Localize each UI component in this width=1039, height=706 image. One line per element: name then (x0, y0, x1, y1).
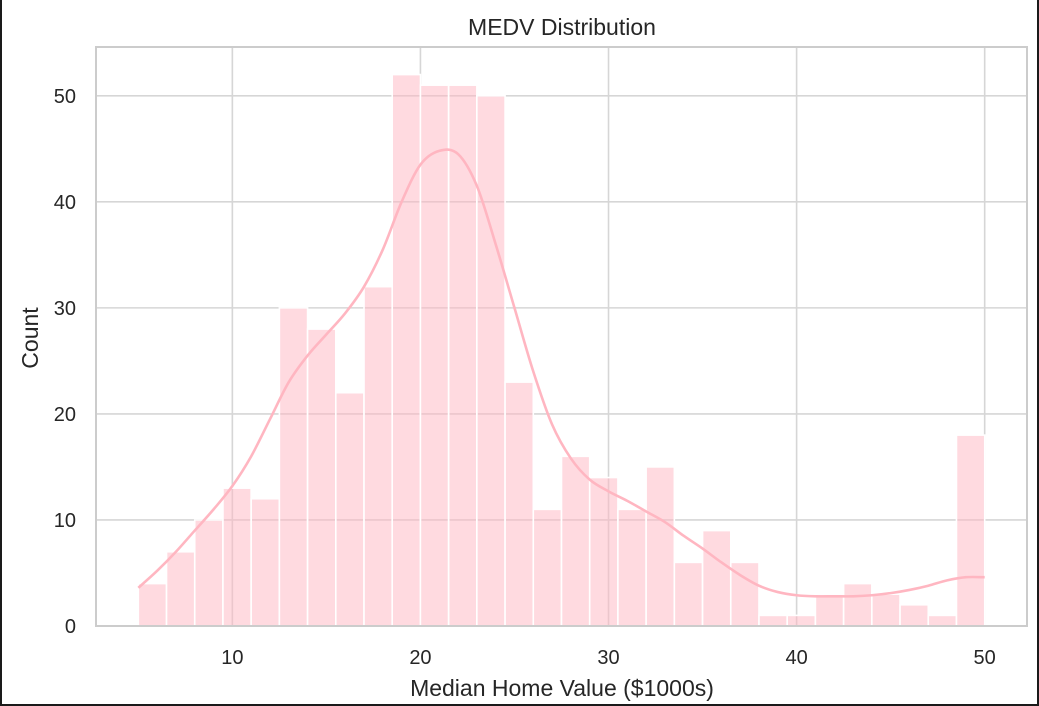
histogram-bar (871, 593, 901, 627)
x-tick-label: 40 (785, 647, 807, 669)
x-tick-label: 50 (974, 647, 996, 669)
histogram-bar (701, 529, 732, 627)
histogram-bar (842, 582, 873, 627)
histogram-bar (758, 614, 788, 627)
histogram-bar (955, 434, 986, 627)
histogram-bar (447, 84, 478, 627)
chart-title: MEDV Distribution (468, 14, 656, 40)
plot-border (95, 46, 1028, 627)
histogram-bar (532, 508, 563, 627)
histogram-bar (786, 614, 817, 627)
y-tick-label: 40 (54, 192, 76, 214)
y-tick-label: 20 (54, 404, 76, 426)
histogram-bar (645, 466, 676, 627)
y-tick-label: 0 (65, 616, 76, 638)
bar-layer (137, 73, 986, 627)
x-tick-label: 30 (597, 647, 619, 669)
histogram-bar (250, 497, 281, 627)
histogram-bar (814, 593, 845, 627)
histogram-bar (673, 561, 704, 627)
y-tick-label: 50 (54, 86, 76, 108)
x-tick-label: 10 (221, 647, 243, 669)
histogram-bar (899, 603, 930, 627)
x-tick-label: 20 (409, 647, 431, 669)
histogram-bar (137, 582, 168, 627)
histogram-bar (335, 391, 365, 627)
kde-layer (137, 148, 985, 598)
histogram-bar (617, 508, 647, 627)
histogram-bar (193, 519, 224, 627)
histogram-bar (306, 328, 337, 627)
tick-layer: 10 20 30 40 50 0 10 20 30 40 50 (54, 86, 996, 669)
histogram-bar (588, 476, 619, 627)
histogram-bar (419, 84, 450, 627)
histogram-bar (504, 381, 535, 627)
histogram-bar (278, 307, 309, 627)
histogram-bar (391, 73, 422, 627)
histogram-bar (165, 550, 196, 627)
y-tick-label: 30 (54, 298, 76, 320)
histogram-bar (927, 614, 958, 627)
x-axis-label: Median Home Value ($1000s) (410, 675, 714, 701)
histogram-bar (560, 455, 591, 627)
y-tick-label: 10 (54, 510, 76, 532)
kde-curve (137, 148, 985, 598)
y-axis-label: Count (17, 307, 43, 369)
histogram-bar (363, 285, 394, 627)
histogram-bar (222, 487, 252, 627)
histogram-bar (476, 94, 506, 627)
